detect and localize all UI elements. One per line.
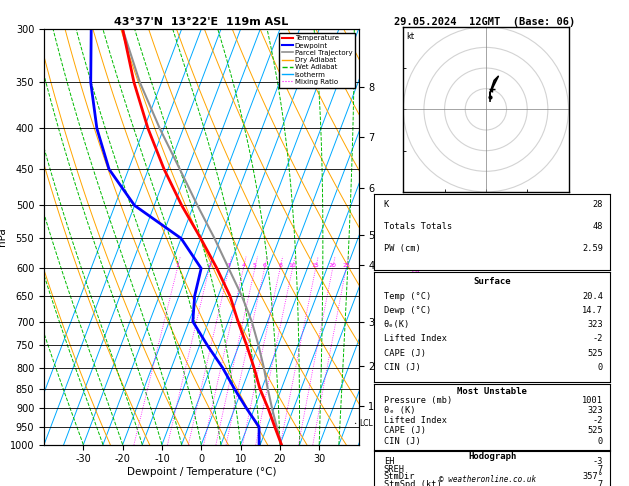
Text: θₑ(K): θₑ(K) [384, 320, 410, 330]
Text: 2: 2 [207, 263, 211, 268]
Text: 1001: 1001 [582, 396, 603, 405]
Y-axis label: hPa: hPa [0, 227, 7, 246]
Text: CAPE (J): CAPE (J) [384, 426, 426, 435]
Text: 7: 7 [598, 480, 603, 486]
Text: 10: 10 [289, 263, 296, 268]
Text: kt: kt [406, 32, 415, 41]
Text: 525: 525 [587, 426, 603, 435]
Text: -2: -2 [593, 416, 603, 425]
Text: LCL: LCL [360, 419, 374, 428]
Text: Lifted Index: Lifted Index [384, 334, 447, 344]
Text: CIN (J): CIN (J) [384, 363, 420, 372]
Text: -3: -3 [593, 457, 603, 467]
Text: 20.4: 20.4 [582, 292, 603, 301]
Text: 5: 5 [253, 263, 257, 268]
Text: 323: 323 [587, 406, 603, 415]
Text: 6: 6 [262, 263, 267, 268]
Text: CAPE (J): CAPE (J) [384, 349, 426, 358]
Title: 43°37'N  13°22'E  119m ASL: 43°37'N 13°22'E 119m ASL [114, 17, 289, 27]
Legend: Temperature, Dewpoint, Parcel Trajectory, Dry Adiabat, Wet Adiabat, Isotherm, Mi: Temperature, Dewpoint, Parcel Trajectory… [279, 33, 355, 87]
Text: 28: 28 [593, 200, 603, 208]
Text: 15: 15 [312, 263, 320, 268]
Text: 2.59: 2.59 [582, 244, 603, 253]
Text: 357°: 357° [582, 472, 603, 481]
Text: PW (cm): PW (cm) [384, 244, 420, 253]
Text: -2: -2 [593, 334, 603, 344]
Text: © weatheronline.co.uk: © weatheronline.co.uk [439, 474, 536, 484]
Text: StmSpd (kt): StmSpd (kt) [384, 480, 442, 486]
Text: 20: 20 [329, 263, 337, 268]
Text: 48: 48 [593, 222, 603, 231]
Text: K: K [384, 200, 389, 208]
Text: CIN (J): CIN (J) [384, 437, 420, 446]
Text: Surface: Surface [474, 277, 511, 286]
X-axis label: Dewpoint / Temperature (°C): Dewpoint / Temperature (°C) [126, 467, 276, 477]
Text: Mixing Ratio (g/kg): Mixing Ratio (g/kg) [411, 221, 420, 294]
Text: Dewp (°C): Dewp (°C) [384, 306, 431, 315]
Text: 1: 1 [175, 263, 179, 268]
Text: 4: 4 [242, 263, 245, 268]
Text: 0: 0 [598, 437, 603, 446]
Text: SREH: SREH [384, 465, 404, 474]
Text: 7: 7 [598, 465, 603, 474]
Text: Temp (°C): Temp (°C) [384, 292, 431, 301]
Y-axis label: km
ASL: km ASL [377, 228, 399, 246]
Text: 3: 3 [227, 263, 231, 268]
Text: 14.7: 14.7 [582, 306, 603, 315]
Text: StmDir: StmDir [384, 472, 415, 481]
Text: 8: 8 [278, 263, 282, 268]
Text: 323: 323 [587, 320, 603, 330]
Text: 0: 0 [598, 363, 603, 372]
Text: θₑ (K): θₑ (K) [384, 406, 415, 415]
Text: Pressure (mb): Pressure (mb) [384, 396, 452, 405]
Text: Lifted Index: Lifted Index [384, 416, 447, 425]
Text: 29.05.2024  12GMT  (Base: 06): 29.05.2024 12GMT (Base: 06) [394, 17, 575, 27]
Text: Most Unstable: Most Unstable [457, 386, 527, 396]
Text: 525: 525 [587, 349, 603, 358]
Text: 25: 25 [342, 263, 350, 268]
Text: Totals Totals: Totals Totals [384, 222, 452, 231]
Text: EH: EH [384, 457, 394, 467]
Text: Hodograph: Hodograph [468, 452, 516, 461]
